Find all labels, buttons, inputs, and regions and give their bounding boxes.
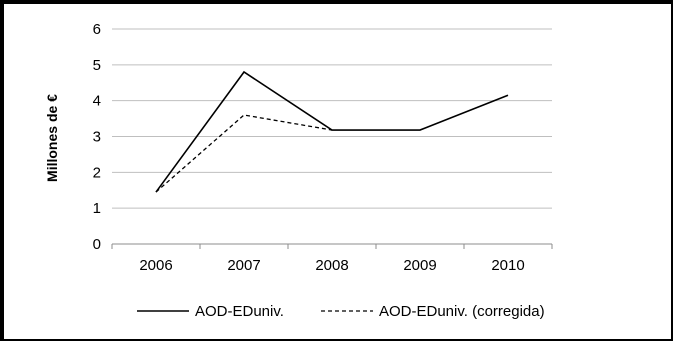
x-tick-label: 2008 xyxy=(315,257,348,274)
x-axis xyxy=(111,243,553,249)
x-tick-label: 2010 xyxy=(491,257,524,274)
x-tick-labels: 2006 2007 2008 2009 2010 xyxy=(139,257,524,274)
y-tick-label: 1 xyxy=(93,200,101,217)
series-lines xyxy=(155,70,509,193)
y-tick-label: 0 xyxy=(93,236,101,253)
x-tick-label: 2007 xyxy=(227,257,260,274)
y-tick-label: 4 xyxy=(93,93,101,110)
series-line-aod-eduniv xyxy=(155,70,509,193)
line-chart: 0 1 2 3 4 5 6 2006 2007 2008 2009 2010 Millones de… xyxy=(44,21,553,320)
y-axis-label: Millones de € xyxy=(44,94,60,182)
legend-label: AOD-EDuniv. (corregida) xyxy=(379,303,545,320)
x-tick-label: 2009 xyxy=(403,257,436,274)
y-gridlines xyxy=(112,28,552,209)
legend: AOD-EDuniv. AOD-EDuniv. (corregida) xyxy=(137,303,545,320)
y-tick-labels: 0 1 2 3 4 5 6 xyxy=(93,21,101,253)
x-tick-label: 2006 xyxy=(139,257,172,274)
y-tick-label: 6 xyxy=(93,21,101,38)
legend-label: AOD-EDuniv. xyxy=(195,303,284,320)
y-tick-label: 5 xyxy=(93,57,101,74)
y-tick-label: 3 xyxy=(93,129,101,146)
series-line-aod-eduniv-corregida xyxy=(155,114,333,193)
y-tick-label: 2 xyxy=(93,164,101,181)
